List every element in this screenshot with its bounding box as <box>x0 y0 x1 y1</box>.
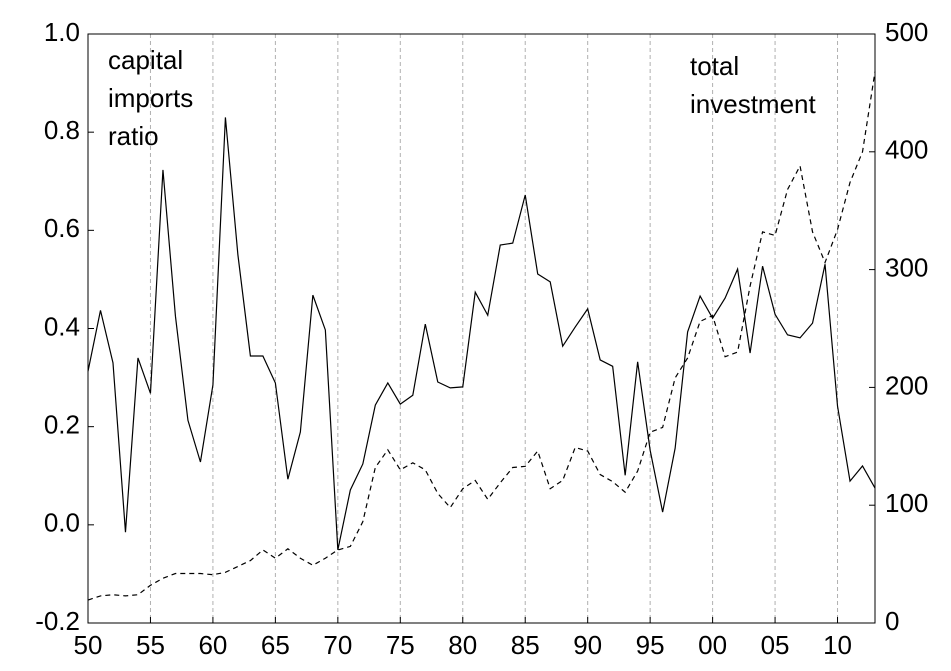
series-line <box>87 71 876 601</box>
x-tick-label: 00 <box>698 630 727 660</box>
x-tick-label: 75 <box>386 630 415 660</box>
x-tick-label: 10 <box>823 630 852 660</box>
y-tick-label: 1.0 <box>44 17 80 47</box>
x-tick-label: 50 <box>74 630 103 660</box>
y2-tick-label: 300 <box>885 252 928 282</box>
y-tick-label: 0.8 <box>44 115 80 145</box>
annotation: total <box>690 51 739 81</box>
x-tick-label: 80 <box>448 630 477 660</box>
x-tick-label: 70 <box>323 630 352 660</box>
x-tick-label: 90 <box>573 630 602 660</box>
y2-tick-label: 100 <box>885 488 928 518</box>
y-tick-label: 0.4 <box>44 311 80 341</box>
y-tick-label: -0.2 <box>35 606 80 636</box>
x-tick-label: 05 <box>761 630 790 660</box>
annotation: investment <box>690 89 816 119</box>
x-tick-label: 95 <box>636 630 665 660</box>
series-line <box>87 117 876 550</box>
y2-tick-label: 200 <box>885 370 928 400</box>
x-tick-label: 65 <box>261 630 290 660</box>
x-tick-label: 60 <box>198 630 227 660</box>
x-tick-label: 55 <box>136 630 165 660</box>
plot-frame <box>87 33 876 624</box>
y2-tick-label: 0 <box>885 606 899 636</box>
annotation: ratio <box>108 121 159 151</box>
y2-tick-label: 400 <box>885 135 928 165</box>
y-tick-label: 0.6 <box>44 213 80 243</box>
x-tick-label: 85 <box>511 630 540 660</box>
y2-tick-label: 500 <box>885 17 928 47</box>
y-tick-label: 0.0 <box>44 508 80 538</box>
annotation: capital <box>108 45 183 75</box>
annotation: imports <box>108 83 193 113</box>
y-tick-label: 0.2 <box>44 410 80 440</box>
